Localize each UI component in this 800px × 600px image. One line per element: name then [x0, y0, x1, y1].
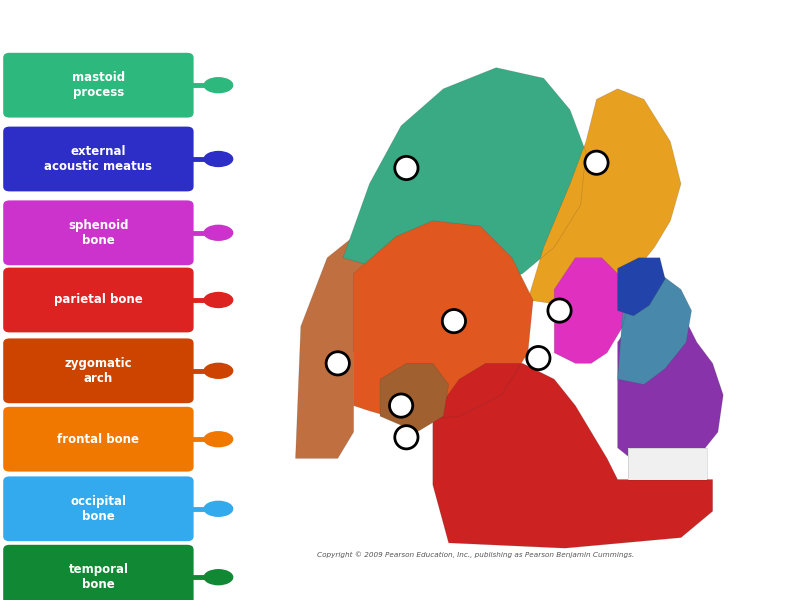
Ellipse shape	[203, 292, 234, 308]
Polygon shape	[343, 68, 586, 289]
Circle shape	[585, 151, 608, 175]
Polygon shape	[618, 300, 723, 469]
Text: zygomatic
arch: zygomatic arch	[65, 356, 132, 385]
FancyBboxPatch shape	[3, 268, 194, 332]
FancyBboxPatch shape	[3, 476, 194, 541]
Polygon shape	[618, 258, 665, 316]
Circle shape	[326, 352, 350, 375]
Circle shape	[442, 310, 466, 333]
Circle shape	[526, 346, 550, 370]
Circle shape	[394, 425, 418, 449]
Polygon shape	[380, 364, 449, 432]
Ellipse shape	[203, 500, 234, 517]
Polygon shape	[618, 274, 691, 385]
Polygon shape	[295, 236, 380, 458]
Polygon shape	[554, 258, 628, 364]
Text: mastoid
process: mastoid process	[72, 71, 125, 100]
Polygon shape	[433, 364, 713, 548]
Text: external
acoustic meatus: external acoustic meatus	[45, 145, 152, 173]
Polygon shape	[628, 448, 707, 479]
FancyBboxPatch shape	[3, 407, 194, 472]
Text: parietal bone: parietal bone	[54, 293, 142, 307]
Text: Copyright © 2009 Pearson Education, Inc., publishing as Pearson Benjamin Cumming: Copyright © 2009 Pearson Education, Inc.…	[318, 551, 634, 559]
Circle shape	[548, 299, 571, 322]
Text: sphenoid
bone: sphenoid bone	[68, 218, 129, 247]
Ellipse shape	[203, 569, 234, 586]
FancyBboxPatch shape	[3, 545, 194, 600]
Polygon shape	[354, 221, 533, 421]
FancyBboxPatch shape	[3, 127, 194, 191]
Ellipse shape	[203, 151, 234, 167]
FancyBboxPatch shape	[3, 200, 194, 265]
Ellipse shape	[203, 431, 234, 448]
Ellipse shape	[203, 362, 234, 379]
Circle shape	[394, 157, 418, 179]
Text: frontal bone: frontal bone	[58, 433, 139, 446]
Circle shape	[390, 394, 413, 417]
Ellipse shape	[203, 224, 234, 241]
FancyBboxPatch shape	[3, 338, 194, 403]
Ellipse shape	[203, 77, 234, 94]
Polygon shape	[528, 89, 681, 311]
Text: temporal
bone: temporal bone	[69, 563, 128, 592]
FancyBboxPatch shape	[3, 53, 194, 118]
Text: occipital
bone: occipital bone	[70, 494, 126, 523]
